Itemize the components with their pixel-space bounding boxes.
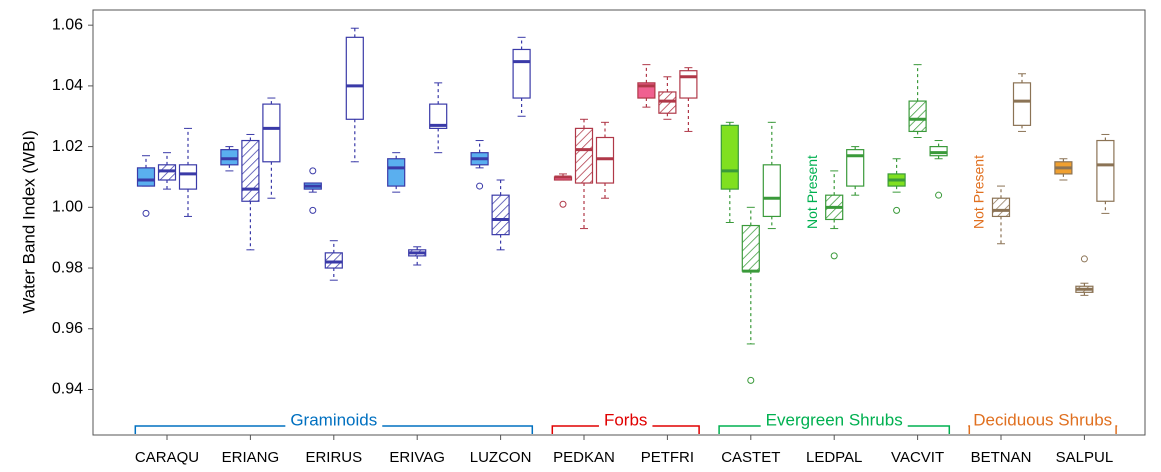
- outlier: [747, 376, 755, 384]
- x-tick-label: SALPUL: [1056, 449, 1114, 466]
- group-label: Graminoids: [290, 410, 377, 429]
- box: [762, 164, 781, 218]
- box: [595, 136, 615, 184]
- y-tick-label: 1.02: [52, 138, 83, 155]
- box: [658, 91, 677, 114]
- outlier: [1080, 255, 1088, 263]
- group-label: Forbs: [604, 410, 647, 429]
- x-tick-label: CARAQU: [135, 449, 199, 466]
- box: [929, 146, 948, 157]
- group-bracket: [551, 425, 700, 434]
- box: [512, 48, 531, 99]
- x-tick-label: PEDKAN: [553, 449, 615, 466]
- box: [429, 103, 448, 129]
- box: [1012, 82, 1032, 126]
- not-present-label: Not Present: [804, 155, 820, 229]
- outlier: [309, 167, 317, 175]
- box: [679, 70, 698, 99]
- box: [387, 158, 406, 187]
- y-tick-label: 0.98: [52, 259, 83, 276]
- y-tick-label: 0.94: [52, 381, 83, 398]
- box: [220, 149, 239, 166]
- x-tick-label: LEDPAL: [806, 449, 862, 466]
- outlier: [830, 252, 838, 260]
- x-tick-label: PETFRI: [641, 449, 694, 466]
- box: [491, 194, 510, 236]
- x-tick-label: VACVIT: [891, 449, 944, 466]
- box: [991, 197, 1011, 218]
- box: [324, 252, 343, 269]
- group-label: Evergreen Shrubs: [766, 410, 903, 429]
- box: [846, 149, 865, 187]
- outlier: [893, 206, 901, 214]
- box: [262, 103, 281, 163]
- y-tick-label: 0.96: [52, 320, 83, 337]
- box: [741, 224, 760, 272]
- group-bracket: [968, 425, 1118, 434]
- box: [157, 164, 177, 181]
- x-tick-label: CASTET: [721, 449, 780, 466]
- box: [241, 139, 260, 202]
- group-bracket: [134, 425, 534, 434]
- outlier: [559, 200, 567, 208]
- outlier: [476, 182, 484, 190]
- x-tick-label: ERIRUS: [305, 449, 362, 466]
- box: [178, 164, 198, 190]
- outlier: [309, 206, 317, 214]
- box: [136, 167, 156, 187]
- box: [574, 127, 594, 184]
- outlier: [142, 209, 150, 217]
- group-bracket: [718, 425, 951, 434]
- group-label: Deciduous Shrubs: [973, 410, 1112, 429]
- not-present-label: Not Present: [971, 155, 987, 229]
- y-tick-label: 1.04: [52, 77, 83, 94]
- box: [720, 124, 739, 190]
- outlier: [935, 191, 943, 199]
- y-tick-label: 1.06: [52, 16, 83, 33]
- y-axis-label: Water Band Index (WBI): [19, 130, 38, 314]
- plot-frame: [92, 9, 1146, 436]
- x-tick-label: ERIVAG: [389, 449, 445, 466]
- x-tick-label: LUZCON: [470, 449, 532, 466]
- x-tick-label: BETNAN: [971, 449, 1032, 466]
- x-tick-label: ERIANG: [222, 449, 280, 466]
- y-tick-label: 1.00: [52, 199, 83, 216]
- box: [345, 36, 364, 120]
- box: [1096, 139, 1115, 202]
- box: [908, 100, 927, 133]
